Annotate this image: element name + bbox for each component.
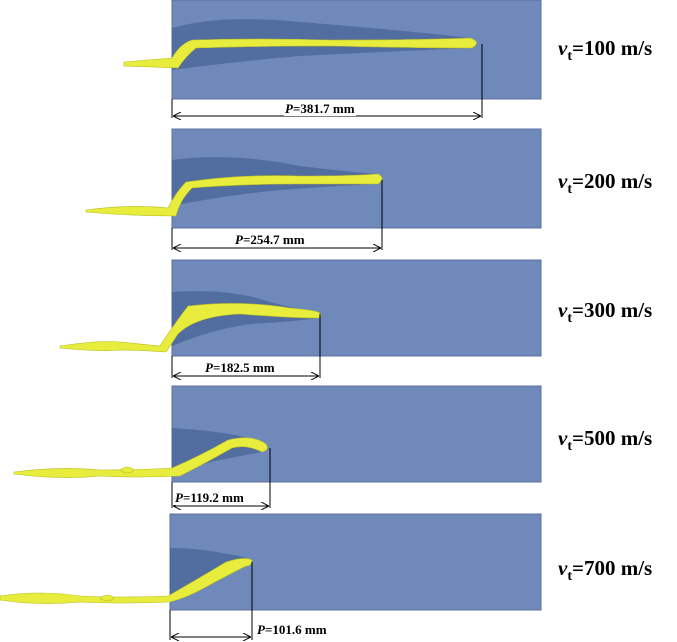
panel-5 — [0, 513, 542, 640]
penetration-label-5: P=101.6 mm — [256, 622, 328, 637]
velocity-label-1: vt=100 m/s — [558, 36, 653, 65]
panel-2 — [85, 128, 542, 250]
penetration-label-4: P=119.2 mm — [174, 490, 245, 505]
penetration-label-3: P=182.5 mm — [204, 360, 276, 375]
penetration-label-1: P=381.7 mm — [284, 101, 356, 116]
velocity-label-3: vt=300 m/s — [558, 298, 653, 327]
target-block-4 — [171, 385, 542, 483]
jet-3 — [59, 303, 322, 353]
panel-1 — [123, 0, 542, 118]
penetration-label-2: P=254.7 mm — [234, 232, 306, 247]
jet-fragment-4 — [119, 466, 135, 474]
panel-4 — [13, 385, 542, 508]
panel-3 — [59, 259, 542, 378]
velocity-label-4: vt=500 m/s — [558, 426, 653, 455]
jet-fragment-5 — [99, 594, 115, 602]
jet-2 — [85, 173, 383, 217]
jet-5 — [0, 558, 253, 604]
velocity-label-5: vt=700 m/s — [558, 556, 653, 585]
jet-1 — [123, 37, 477, 69]
velocity-label-2: vt=200 m/s — [558, 169, 653, 198]
